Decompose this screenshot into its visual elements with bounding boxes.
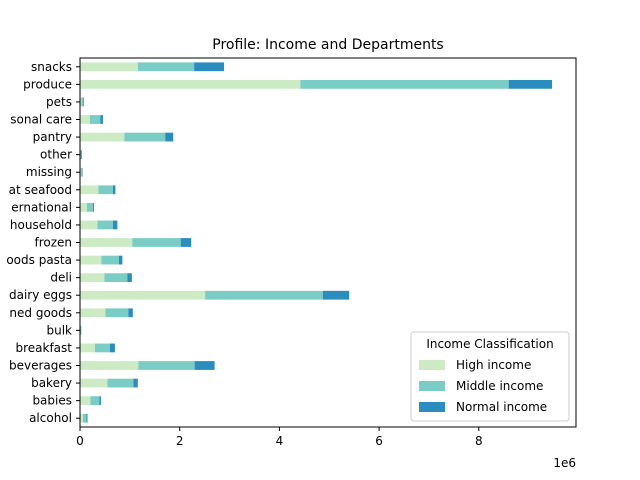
- bar-alcohol-series-0: [80, 413, 83, 423]
- y-tick-label: household: [10, 218, 72, 232]
- y-tick-label: deli: [50, 271, 72, 285]
- bar-pets-series-1: [81, 97, 84, 107]
- y-tick-label: other: [40, 148, 72, 162]
- bar-meat-seafood-series-2: [112, 185, 116, 195]
- legend-label: High income: [456, 358, 531, 372]
- x-axis-ticks: 0 2 4 6 8: [76, 427, 483, 448]
- bar-dairy-eggs-series-2: [322, 290, 350, 300]
- chart-title: Profile: Income and Departments: [212, 37, 443, 53]
- bar-babies-series-2: [99, 396, 101, 406]
- y-tick-label: babies: [32, 394, 72, 408]
- y-tick-label: pantry: [33, 130, 72, 144]
- bar-international-series-0: [80, 202, 87, 212]
- bar-international-series-1: [86, 202, 93, 212]
- x-tick-label: 8: [475, 434, 483, 448]
- bar-alcohol-series-1: [82, 413, 87, 423]
- bar-frozen-series-2: [180, 238, 192, 247]
- x-tick-label: 0: [76, 434, 84, 448]
- bar-household-series-1: [97, 220, 113, 230]
- bar-breakfast-series-0: [80, 343, 95, 353]
- bar-bakery-series-2: [133, 378, 138, 388]
- bars-layer: [80, 62, 553, 423]
- bar-personal-care-series-0: [80, 115, 90, 124]
- bar-beverages-series-1: [138, 361, 195, 370]
- y-tick-label: alcohol: [29, 411, 72, 425]
- x-tick-label: 2: [176, 434, 184, 448]
- bar-alcohol-series-2: [86, 413, 88, 423]
- y-tick-label: oods pasta: [6, 253, 72, 267]
- bar-frozen-series-1: [132, 238, 181, 247]
- bar-meat-seafood-series-1: [98, 185, 113, 195]
- bar-snacks-series-0: [80, 62, 138, 72]
- y-tick-label: at seafood: [9, 183, 72, 197]
- y-tick-label: ned goods: [9, 306, 72, 320]
- legend-swatch: [419, 402, 445, 412]
- y-tick-label: dairy eggs: [9, 288, 72, 302]
- y-tick-label: breakfast: [15, 341, 72, 355]
- bar-beverages-series-2: [194, 361, 215, 370]
- bar-meat-seafood-series-0: [80, 185, 99, 195]
- bar-canned-goods-series-1: [105, 308, 129, 318]
- bar-produce-series-2: [508, 79, 553, 89]
- bar-canned-goods-series-2: [128, 308, 133, 318]
- bar-dry-goods-pasta-series-2: [118, 255, 123, 265]
- y-tick-label: produce: [23, 77, 72, 91]
- y-tick-label: bakery: [31, 376, 72, 390]
- legend: Income Classification High income Middle …: [410, 331, 570, 422]
- bar-babies-series-1: [90, 396, 100, 406]
- legend-label: Middle income: [456, 379, 543, 393]
- bar-frozen-series-0: [80, 238, 133, 247]
- y-tick-label: ernational: [11, 200, 72, 214]
- bar-dairy-eggs-series-1: [205, 290, 323, 300]
- y-tick-label: beverages: [9, 359, 72, 373]
- y-tick-label: pets: [46, 95, 72, 109]
- bar-dairy-eggs-series-0: [80, 290, 206, 300]
- bar-deli-series-1: [104, 273, 128, 283]
- y-tick-label: frozen: [34, 236, 72, 250]
- legend-swatch: [419, 360, 445, 370]
- legend-title: Income Classification: [426, 337, 553, 351]
- y-tick-label: missing: [26, 165, 72, 179]
- plot-frame: [79, 57, 577, 428]
- bar-produce-series-0: [80, 79, 301, 89]
- bar-breakfast-series-1: [94, 343, 110, 353]
- bar-pantry-series-1: [124, 132, 166, 142]
- bar-deli-series-2: [127, 273, 132, 283]
- bar-international-series-2: [92, 202, 94, 212]
- y-tick-label: snacks: [31, 60, 72, 74]
- bar-pets-series-0: [80, 97, 82, 107]
- legend-label: Normal income: [456, 400, 547, 414]
- bar-bakery-series-1: [107, 378, 134, 388]
- bar-missing-series-1: [80, 167, 82, 177]
- bar-other-series-1: [80, 150, 82, 160]
- bar-deli-series-0: [80, 273, 105, 283]
- bar-snacks-series-2: [194, 62, 225, 72]
- bar-canned-goods-series-0: [80, 308, 106, 318]
- bar-pantry-series-0: [80, 132, 125, 142]
- bar-dry-goods-pasta-series-0: [80, 255, 102, 265]
- x-tick-label: 4: [276, 434, 284, 448]
- bar-produce-series-1: [300, 79, 509, 89]
- bar-personal-care-series-2: [100, 115, 103, 124]
- bar-snacks-series-1: [137, 62, 195, 72]
- x-scale-label: 1e6: [553, 456, 576, 470]
- bar-bakery-series-0: [80, 378, 108, 388]
- bar-household-series-2: [112, 220, 118, 230]
- y-axis-ticks: alcohol babies bakery beverages breakfast bul…: [6, 60, 80, 425]
- legend-box: [410, 331, 570, 422]
- legend-swatch: [419, 381, 445, 391]
- bar-breakfast-series-2: [109, 343, 115, 353]
- x-tick-label: 6: [375, 434, 383, 448]
- bar-personal-care-series-1: [89, 115, 101, 124]
- y-tick-label: sonal care: [10, 113, 72, 127]
- bar-household-series-0: [80, 220, 98, 230]
- y-tick-label: bulk: [46, 323, 72, 337]
- bar-beverages-series-0: [80, 361, 139, 370]
- legend-items: High income Middle income Normal income: [419, 358, 547, 414]
- bar-pantry-series-2: [165, 132, 174, 142]
- bar-bulk-series-1: [80, 325, 82, 335]
- bar-babies-series-0: [80, 396, 91, 406]
- bar-dry-goods-pasta-series-1: [101, 255, 119, 265]
